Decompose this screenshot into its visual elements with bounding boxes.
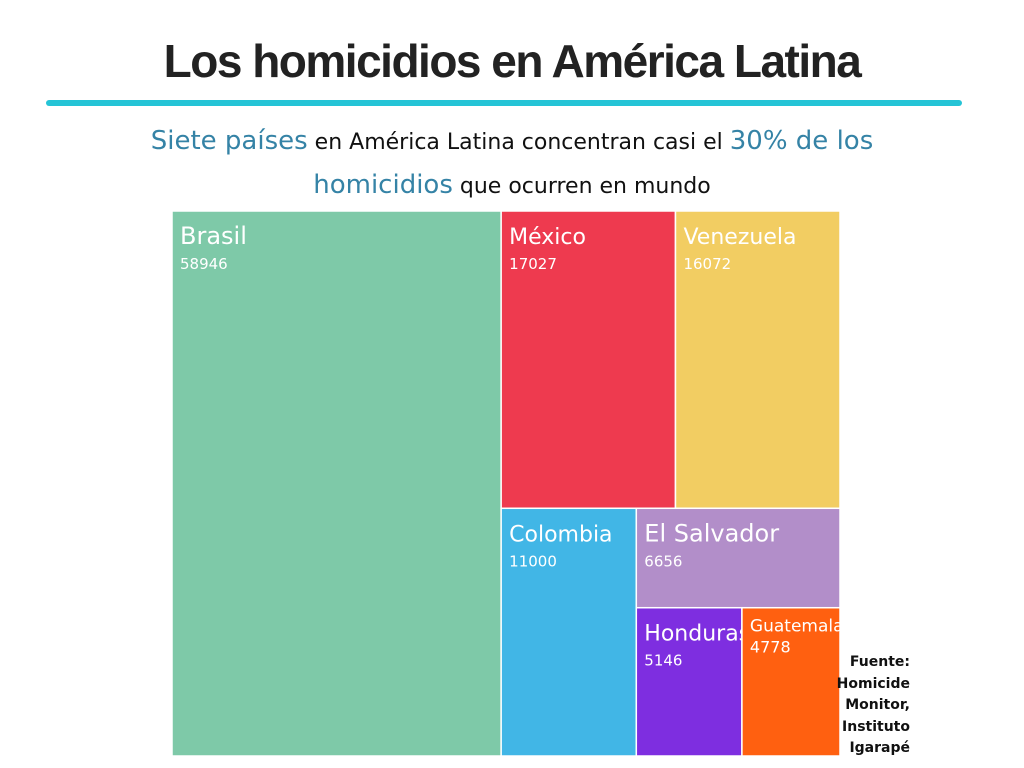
treemap-label-value: 58946 bbox=[180, 255, 228, 273]
treemap-label-name: México bbox=[509, 225, 586, 250]
source-line: Igarapé bbox=[849, 740, 910, 756]
treemap-label-name: El Salvador bbox=[644, 519, 779, 547]
treemap-cell-mexico: México 17027 bbox=[500, 211, 677, 510]
treemap-label-value: 11000 bbox=[509, 552, 557, 570]
treemap-label-name: Colombia bbox=[509, 522, 612, 547]
subtitle-highlight-1: Siete países bbox=[150, 126, 308, 156]
treemap-label-value: 16072 bbox=[683, 255, 731, 273]
treemap-rect-colombia bbox=[500, 507, 638, 756]
subtitle: Siete países en América Latina concentra… bbox=[90, 120, 934, 208]
page-title: Los homicidios en América Latina bbox=[163, 35, 862, 87]
treemap-cell-brasil: Brasil 58946 bbox=[172, 211, 502, 756]
treemap-label-value: 5146 bbox=[644, 652, 682, 670]
treemap-chart: Brasil 58946 México 17027 Venezuela 16072 Colo… bbox=[172, 211, 840, 756]
subtitle-text-2: que ocurren en mundo bbox=[452, 174, 711, 199]
treemap-svg: Brasil 58946 México 17027 Venezuela 16072 Colo… bbox=[172, 211, 840, 756]
treemap-label-name: Honduras bbox=[644, 622, 750, 647]
treemap-cell-colombia: Colombia 11000 bbox=[500, 507, 638, 756]
treemap-cell-el-salvador: El Salvador 6656 bbox=[635, 507, 840, 609]
source-line: Fuente: bbox=[849, 654, 910, 670]
source-note: Fuente: Homicide Monitor, Instituto Igar… bbox=[836, 652, 910, 760]
treemap-label-value: 4778 bbox=[750, 638, 791, 657]
treemap-label-value: 6656 bbox=[644, 552, 682, 570]
source-line: Monitor, bbox=[845, 697, 910, 713]
treemap-rect-guatemala bbox=[741, 606, 840, 756]
title-underline bbox=[46, 100, 962, 106]
treemap-label-name: Brasil bbox=[180, 222, 247, 250]
source-line: Homicide bbox=[836, 675, 910, 692]
subtitle-text-1: en América Latina concentran casi el bbox=[307, 130, 730, 155]
treemap-cell-honduras: Honduras 5146 bbox=[635, 606, 750, 756]
source-line: Instituto bbox=[842, 718, 910, 735]
treemap-label-name: Guatemala bbox=[750, 617, 840, 637]
treemap-cell-venezuela: Venezuela 16072 bbox=[674, 211, 840, 510]
treemap-rect-brasil bbox=[172, 211, 502, 756]
treemap-label-name: Venezuela bbox=[683, 225, 796, 250]
treemap-rect-mexico bbox=[500, 211, 677, 510]
treemap-label-value: 17027 bbox=[509, 255, 557, 273]
treemap-rect-honduras bbox=[635, 606, 743, 756]
subtitle-highlight-2: 30% de los homicidios bbox=[313, 126, 874, 200]
